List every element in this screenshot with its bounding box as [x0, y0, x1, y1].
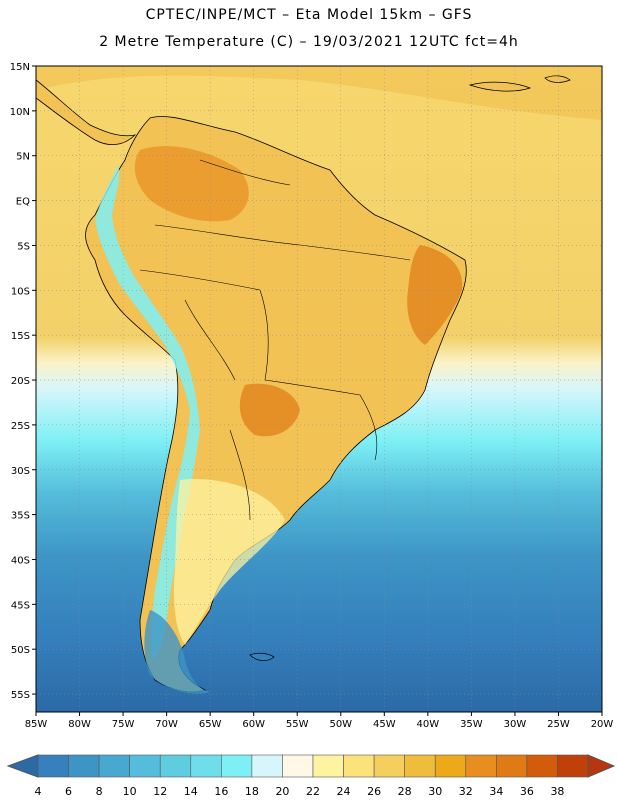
colorbar-high-arrow	[587, 754, 616, 778]
lon-label: 20W	[591, 719, 614, 730]
longitude-labels: 85W 80W 75W 70W 65W 60W 55W 50W 45W 40W 35W 30W 25W 2…	[25, 712, 614, 730]
lat-label: 15S	[11, 331, 30, 342]
colorbar-label: 28	[398, 785, 412, 798]
colorbar-label: 14	[184, 785, 198, 798]
interior-hot-zone-paraguay	[239, 383, 300, 437]
colorbar-label: 38	[550, 785, 564, 798]
lon-label: 30W	[504, 719, 527, 730]
lon-label: 25W	[547, 719, 570, 730]
falkland-islands	[249, 652, 275, 661]
colorbar-box	[404, 754, 436, 778]
lat-label: 40S	[11, 555, 30, 566]
lat-label: EQ	[16, 197, 30, 208]
colorbar-box	[373, 754, 405, 778]
caribbean-islands	[468, 75, 571, 92]
lon-label: 50W	[329, 719, 352, 730]
colorbar-box	[190, 754, 222, 778]
colorbar-box	[465, 754, 497, 778]
lat-label: 15N	[10, 62, 30, 73]
lon-label: 80W	[68, 719, 91, 730]
colorbar: 4 6 8 10 12 14 16 18 20 22 24 26 28 30 32 34 36 38	[6, 754, 616, 798]
colorbar-label: 32	[459, 785, 473, 798]
colorbar-box	[557, 754, 589, 778]
lat-label: 55S	[11, 690, 30, 701]
map-subtitle: 2 Metre Temperature (C) – 19/03/2021 12U…	[99, 34, 519, 50]
lat-label: 5S	[17, 241, 30, 252]
map-title: CPTEC/INPE/MCT – Eta Model 15km – GFS	[145, 7, 473, 23]
temperature-map: 85W 80W 75W 70W 65W 60W 55W 50W 45W 40W 35W 30W 25W 2…	[10, 62, 614, 730]
lat-label: 30S	[11, 466, 30, 477]
lon-label: 85W	[25, 719, 48, 730]
colorbar-box	[37, 754, 69, 778]
lon-label: 45W	[373, 719, 396, 730]
colorbar-box	[98, 754, 130, 778]
colorbar-box	[312, 754, 344, 778]
colorbar-label: 36	[520, 785, 534, 798]
andes-cold-band	[95, 165, 200, 660]
lon-label: 70W	[155, 719, 178, 730]
colorbar-box	[159, 754, 192, 778]
lon-label: 40W	[417, 719, 440, 730]
lon-label: 60W	[242, 719, 265, 730]
lat-label: 50S	[11, 645, 30, 656]
colorbar-label: 34	[489, 785, 503, 798]
latitude-labels: 15N 10N 5N EQ 5S 10S 15S 20S 25S 30S 35S 40S 45S 50S 5…	[10, 62, 36, 701]
colorbar-box	[221, 754, 253, 778]
colorbar-label: 8	[96, 785, 103, 798]
lat-label: 5N	[16, 152, 30, 163]
colorbar-label: 30	[428, 785, 442, 798]
colorbar-label: 22	[306, 785, 320, 798]
interior-hot-zone-northeast	[407, 245, 463, 345]
colorbar-label: 4	[35, 785, 42, 798]
colorbar-label: 20	[275, 785, 289, 798]
lat-label: 45S	[11, 600, 30, 611]
colorbar-box	[434, 754, 467, 778]
colorbar-box	[282, 754, 314, 778]
colorbar-label: 6	[65, 785, 72, 798]
lon-label: 75W	[112, 719, 135, 730]
colorbar-box	[496, 754, 528, 778]
colorbar-label: 26	[367, 785, 381, 798]
colorbar-box	[251, 754, 283, 778]
interior-hot-zone-north	[134, 146, 249, 222]
lat-label: 35S	[11, 511, 30, 522]
map-frame	[35, 65, 603, 713]
south-land-cool-zone	[173, 479, 285, 645]
colorbar-box	[526, 754, 558, 778]
lat-label: 10N	[10, 107, 30, 118]
colorbar-box	[68, 754, 100, 778]
colorbar-box	[343, 754, 375, 778]
lat-label: 10S	[11, 286, 30, 297]
lon-label: 55W	[286, 719, 309, 730]
colorbar-label: 12	[153, 785, 167, 798]
lon-label: 65W	[199, 719, 222, 730]
lat-label: 25S	[11, 421, 30, 432]
colorbar-label: 18	[245, 785, 259, 798]
north-ocean-warm-patch	[36, 66, 602, 120]
colorbar-label: 24	[337, 785, 351, 798]
colorbar-label: 16	[214, 785, 228, 798]
lat-label: 20S	[11, 376, 30, 387]
colorbar-box	[129, 754, 161, 778]
colorbar-low-arrow	[6, 754, 39, 778]
patagonia-cold-tip	[144, 610, 210, 694]
lon-label: 35W	[460, 719, 483, 730]
colorbar-label: 10	[123, 785, 137, 798]
